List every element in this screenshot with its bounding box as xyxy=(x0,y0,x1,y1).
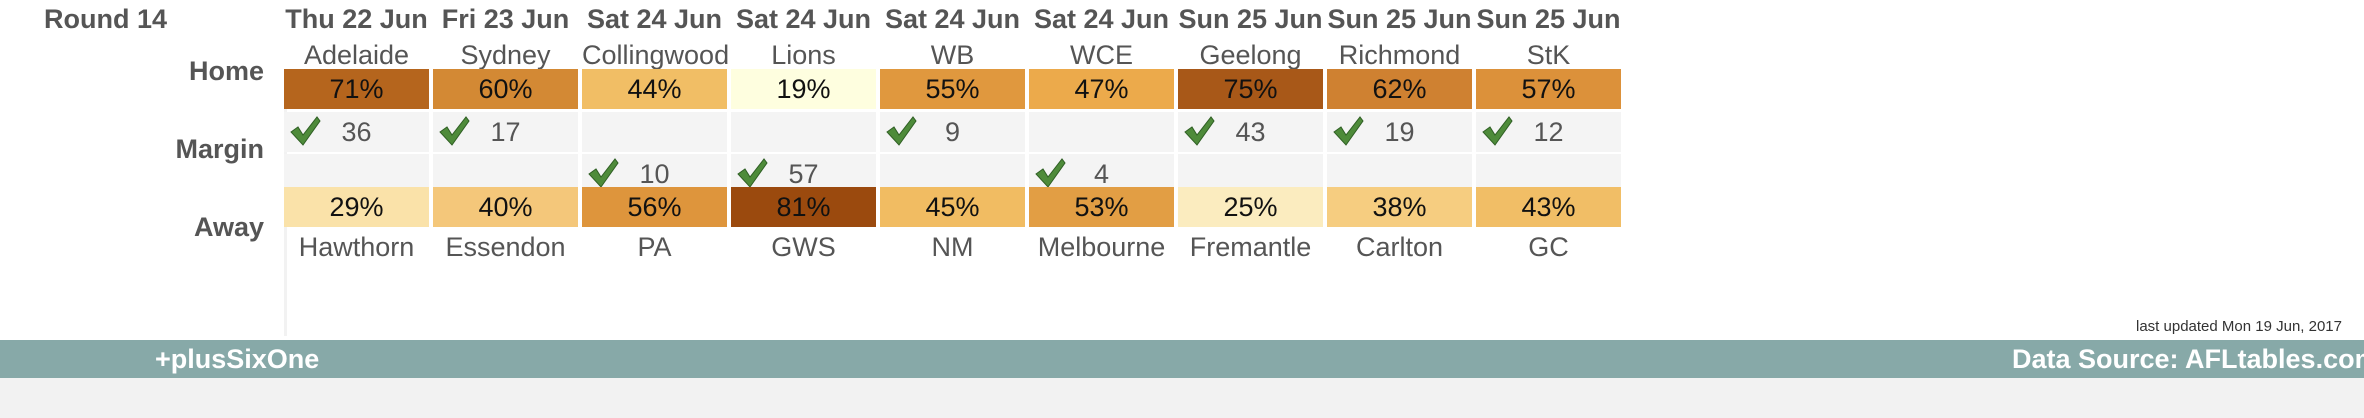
away-team-name: Essendon xyxy=(445,232,566,262)
bottom-strip xyxy=(0,378,2364,418)
match-column: Thu 22 Jun Adelaide 71% 36 29% Hawthorn xyxy=(284,0,429,280)
away-team-name: GWS xyxy=(771,232,836,262)
home-team-name: WCE xyxy=(1070,40,1133,70)
home-margin-value: 19 xyxy=(1384,117,1415,147)
match-date: Sat 24 Jun xyxy=(1033,4,1170,34)
away-team-name: NM xyxy=(931,232,974,262)
brand-link[interactable]: +plusSixOne xyxy=(155,344,320,374)
home-team-name: WB xyxy=(930,40,975,70)
home-margin-row: 43 xyxy=(1178,112,1323,152)
home-margin-value xyxy=(1029,112,1174,152)
away-margin-value: 4 xyxy=(1093,159,1110,189)
home-margin-row: 9 xyxy=(880,112,1025,152)
check-mark-icon xyxy=(288,114,322,148)
away-probability-cell: 29% xyxy=(284,187,429,227)
row-label-away: Away xyxy=(193,212,264,242)
home-team-name: Collingwood xyxy=(582,40,730,70)
match-column: Sun 25 Jun Richmond 62% 19 38% Carlton xyxy=(1327,0,1472,280)
match-date: Fri 23 Jun xyxy=(441,4,570,34)
home-team-name: Sydney xyxy=(460,40,551,70)
data-source-link[interactable]: Data Source: AFLtables.com xyxy=(2012,344,2364,374)
row-label-home: Home xyxy=(188,56,264,86)
check-mark-icon xyxy=(437,114,471,148)
home-margin-value: 43 xyxy=(1235,117,1266,147)
away-probability-cell: 40% xyxy=(433,187,578,227)
away-margin-value: 10 xyxy=(639,159,670,189)
away-team-name: Fremantle xyxy=(1189,232,1312,262)
match-date: Sat 24 Jun xyxy=(884,4,1021,34)
match-column: Sat 24 Jun Collingwood 44% 10 56% PA xyxy=(582,0,730,280)
home-margin-row: 12 xyxy=(1476,112,1621,152)
home-probability-cell: 60% xyxy=(433,69,578,109)
row-label-margin: Margin xyxy=(175,134,264,164)
home-margin-value: 9 xyxy=(944,117,961,147)
away-team-name: PA xyxy=(637,232,672,262)
home-probability-cell: 44% xyxy=(582,69,727,109)
check-mark-icon xyxy=(1182,114,1216,148)
round-title: Round 14 xyxy=(44,4,168,34)
home-margin-row: 19 xyxy=(1327,112,1472,152)
home-probability-cell: 47% xyxy=(1029,69,1174,109)
home-margin-value: 36 xyxy=(341,117,372,147)
home-margin-row xyxy=(731,112,876,152)
away-probability-cell: 81% xyxy=(731,187,876,227)
home-probability-cell: 75% xyxy=(1178,69,1323,109)
home-margin-value: 17 xyxy=(490,117,521,147)
check-mark-icon xyxy=(1331,114,1365,148)
match-column: Sat 24 Jun Lions 19% 57 81% GWS xyxy=(731,0,876,280)
away-probability-cell: 43% xyxy=(1476,187,1621,227)
home-team-name: StK xyxy=(1526,40,1571,70)
match-date: Sat 24 Jun xyxy=(735,4,872,34)
home-team-name: Richmond xyxy=(1338,40,1461,70)
match-date: Sat 24 Jun xyxy=(586,4,723,34)
away-probability-cell: 53% xyxy=(1029,187,1174,227)
match-date: Sun 25 Jun xyxy=(1327,4,1472,34)
home-probability-cell: 62% xyxy=(1327,69,1472,109)
away-team-name: GC xyxy=(1528,232,1569,262)
match-column: Sun 25 Jun StK 57% 12 43% GC xyxy=(1476,0,1621,280)
away-probability-cell: 25% xyxy=(1178,187,1323,227)
home-team-name: Adelaide xyxy=(303,40,410,70)
check-mark-icon xyxy=(1480,114,1514,148)
home-probability-cell: 71% xyxy=(284,69,429,109)
home-margin-row: 36 xyxy=(284,112,429,152)
away-team-name: Hawthorn xyxy=(298,232,415,262)
home-margin-row: 17 xyxy=(433,112,578,152)
home-margin-value xyxy=(731,112,876,152)
match-date: Thu 22 Jun xyxy=(285,4,428,34)
home-probability-cell: 55% xyxy=(880,69,1025,109)
away-probability-cell: 38% xyxy=(1327,187,1472,227)
match-date: Sun 25 Jun xyxy=(1178,4,1323,34)
away-probability-cell: 45% xyxy=(880,187,1025,227)
match-column: Sun 25 Jun Geelong 75% 43 25% Fremantle xyxy=(1178,0,1323,280)
footer-bar: +plusSixOne Data Source: AFLtables.com xyxy=(0,340,2364,378)
away-team-name: Melbourne xyxy=(1037,232,1166,262)
match-column: Sat 24 Jun WB 55% 9 45% NM xyxy=(880,0,1025,280)
check-mark-icon xyxy=(884,114,918,148)
away-team-name: Carlton xyxy=(1355,232,1444,262)
away-probability-cell: 56% xyxy=(582,187,727,227)
home-margin-row xyxy=(1029,112,1174,152)
home-probability-cell: 57% xyxy=(1476,69,1621,109)
match-column: Sat 24 Jun WCE 47% 4 53% Melbourne xyxy=(1029,0,1174,280)
home-margin-value xyxy=(582,112,727,152)
match-column: Fri 23 Jun Sydney 60% 17 40% Essendon xyxy=(433,0,578,280)
match-date: Sun 25 Jun xyxy=(1476,4,1621,34)
home-margin-value: 12 xyxy=(1533,117,1564,147)
home-margin-row xyxy=(582,112,727,152)
home-team-name: Lions xyxy=(771,40,836,70)
home-probability-cell: 19% xyxy=(731,69,876,109)
home-team-name: Geelong xyxy=(1199,40,1302,70)
last-updated-text: last updated Mon 19 Jun, 2017 xyxy=(2136,318,2342,335)
away-margin-value: 57 xyxy=(788,159,819,189)
